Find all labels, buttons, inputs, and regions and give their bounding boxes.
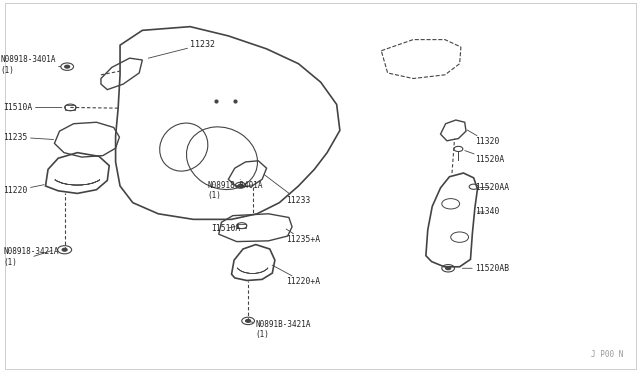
Circle shape [65, 65, 70, 68]
Text: 11340: 11340 [475, 208, 499, 217]
Circle shape [445, 267, 451, 270]
Bar [237, 224, 246, 228]
Text: N0891B-3421A
(1): N0891B-3421A (1) [250, 320, 311, 340]
Text: 11235: 11235 [3, 132, 54, 142]
Text: 11220+A: 11220+A [272, 265, 320, 286]
Bar [65, 105, 75, 110]
Text: 11520AB: 11520AB [463, 264, 509, 273]
Text: 11320: 11320 [467, 130, 499, 146]
Text: 11232: 11232 [148, 40, 215, 58]
Text: N08918-3401A
(1): N08918-3401A (1) [207, 181, 263, 200]
Text: 11520AA: 11520AA [475, 183, 509, 192]
Text: 11220: 11220 [3, 185, 44, 195]
Text: N08918-3421A
(1): N08918-3421A (1) [3, 247, 59, 267]
Circle shape [62, 248, 67, 251]
Text: N08918-3401A
(1): N08918-3401A (1) [0, 55, 61, 75]
Circle shape [246, 320, 251, 323]
Text: J P00 N: J P00 N [591, 350, 623, 359]
Circle shape [239, 184, 243, 186]
Text: I1510A: I1510A [211, 224, 241, 233]
Text: I1510A: I1510A [3, 103, 62, 112]
Text: 11235+A: 11235+A [285, 229, 320, 244]
Text: 11233: 11233 [264, 175, 310, 205]
Text: 11520A: 11520A [465, 151, 504, 164]
